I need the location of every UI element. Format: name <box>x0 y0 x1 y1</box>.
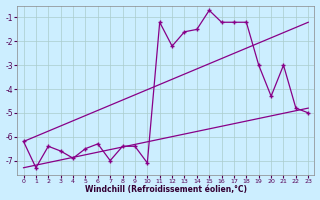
X-axis label: Windchill (Refroidissement éolien,°C): Windchill (Refroidissement éolien,°C) <box>85 185 247 194</box>
